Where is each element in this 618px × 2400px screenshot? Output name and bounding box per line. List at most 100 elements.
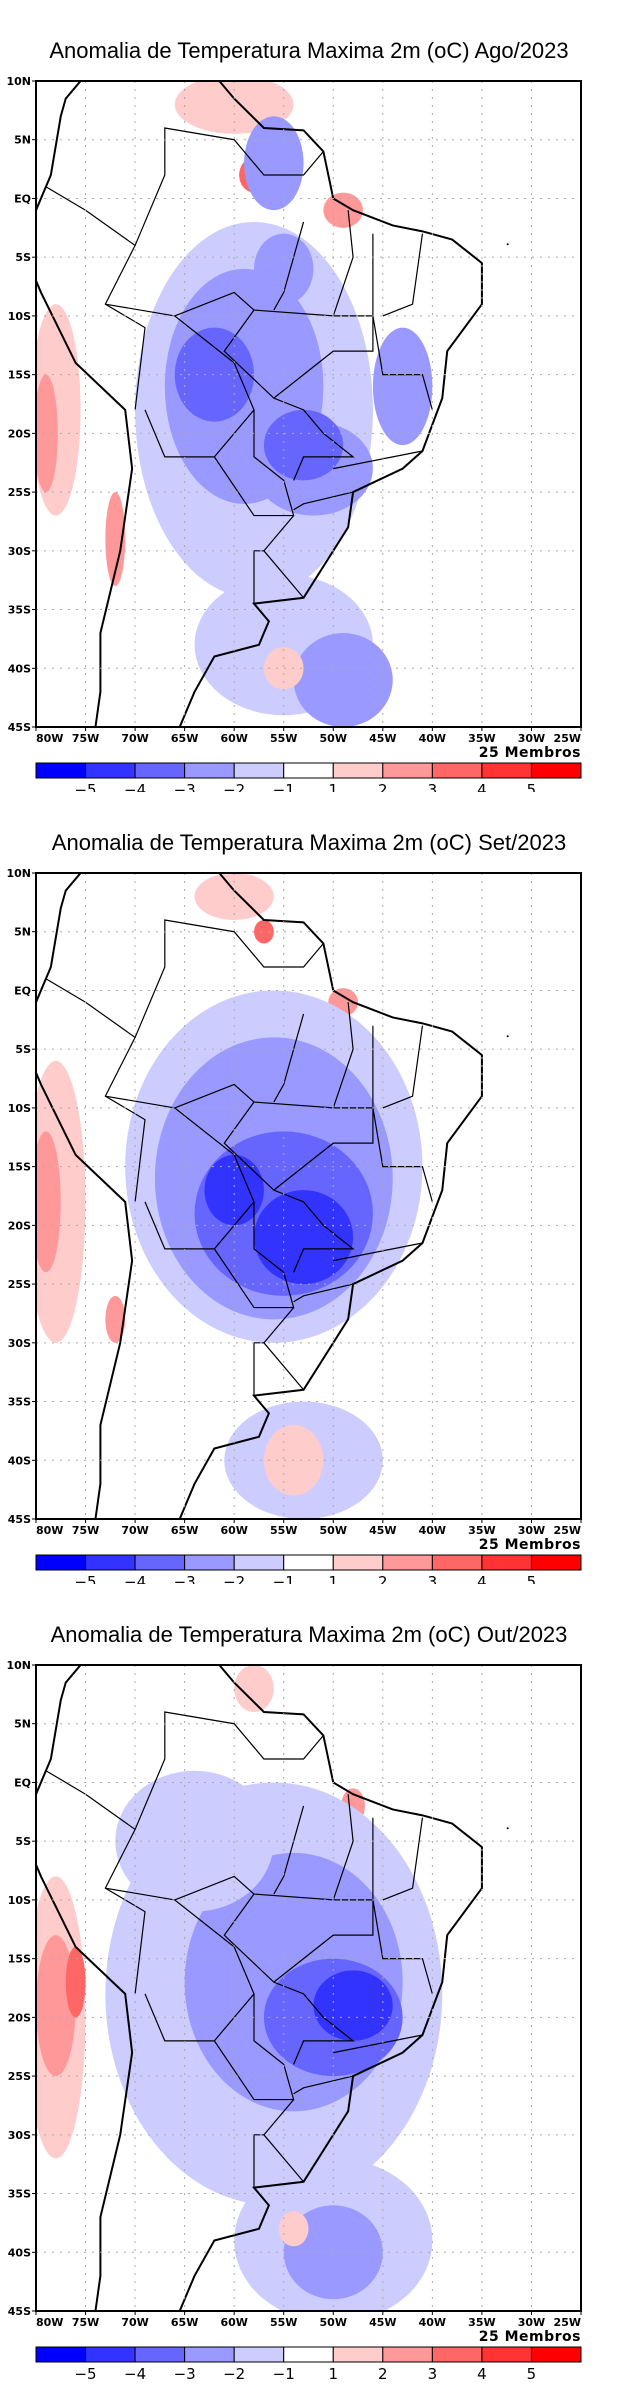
lat-tick-label: 15S	[8, 1953, 31, 1966]
colorbar-label: 4	[477, 781, 487, 792]
lon-tick-label: 45W	[369, 1524, 396, 1537]
lon-tick-label: 30W	[518, 732, 545, 745]
lon-tick-label: 25W	[554, 732, 581, 745]
anomaly-contour	[194, 873, 274, 920]
lon-tick-label: 40W	[419, 1524, 446, 1537]
lat-tick-label: 5N	[14, 134, 31, 147]
country-border	[45, 1770, 146, 1994]
country-border	[273, 221, 305, 311]
colorbar-swatch	[382, 1554, 433, 1571]
colorbar-swatch	[332, 1554, 384, 1571]
colorbar-label: 2	[378, 1573, 388, 1584]
colorbar-swatch	[481, 1554, 532, 1571]
lat-tick-label: 10S	[8, 310, 31, 323]
lat-tick-label: 40S	[8, 1454, 31, 1467]
lat-tick-label: 5S	[15, 251, 31, 264]
lon-tick-label: 25W	[554, 2316, 581, 2329]
colorbar-label: 3	[428, 2365, 438, 2383]
colorbar-swatch	[85, 762, 136, 779]
colorbar-swatch	[35, 2346, 87, 2363]
lat-tick-label: 15S	[8, 369, 31, 382]
colorbar-swatch	[431, 1554, 483, 1571]
anomaly-contour	[323, 192, 363, 228]
colorbar-swatch	[85, 1554, 136, 1571]
lat-tick-label: 45S	[8, 721, 31, 734]
country-border	[382, 233, 424, 317]
country-border	[333, 1242, 423, 1262]
lat-tick-label: 35S	[8, 604, 31, 617]
country-border	[382, 1025, 424, 1109]
lat-tick-label: 20S	[8, 2011, 31, 2024]
country-border	[253, 1342, 264, 1396]
colorbar-swatch	[382, 2346, 433, 2363]
anomaly-contour	[278, 2211, 309, 2247]
anomaly-field	[36, 1665, 483, 2311]
lat-tick-label: 5N	[14, 1718, 31, 1731]
country-border	[174, 1083, 433, 1203]
island-dot	[506, 1827, 509, 1830]
colorbar-swatch	[233, 1554, 285, 1571]
lat-tick-label: 40S	[8, 2246, 31, 2259]
anomaly-field	[36, 81, 483, 727]
lon-tick-label: 55W	[270, 732, 297, 745]
island-dot	[506, 243, 509, 246]
colorbar-label: 5	[527, 1573, 537, 1584]
colorbar-swatch	[530, 762, 582, 779]
country-border	[333, 450, 423, 470]
country-border	[293, 491, 354, 511]
coastline	[36, 81, 483, 727]
lon-tick-label: 70W	[121, 1524, 148, 1537]
lon-tick-label: 55W	[270, 2316, 297, 2329]
country-border	[174, 291, 433, 411]
colorbar-swatch	[233, 762, 285, 779]
lat-tick-label: 10N	[6, 1659, 31, 1672]
colorbar-label: 3	[428, 781, 438, 792]
anomaly-contour	[254, 919, 274, 944]
country-border	[273, 1899, 374, 1983]
country-border	[223, 1101, 355, 1273]
ensemble-members-label: 25 Membros	[478, 745, 581, 761]
lon-tick-label: 80W	[36, 1524, 63, 1537]
lon-tick-label: 60W	[220, 1524, 247, 1537]
colorbar-label: −3	[174, 2365, 196, 2383]
colorbar-label: 2	[378, 781, 388, 792]
anomaly-map: 10N 5N EQ 5S 10S 15S 20S 25S 30S 35S 40S 45S 80W 75W 7…	[6, 75, 582, 792]
lat-tick-label: 5S	[15, 1043, 31, 1056]
country-border	[293, 2075, 354, 2095]
country-border	[293, 1283, 354, 1303]
colorbar-label: −5	[74, 1573, 96, 1584]
country-border	[332, 210, 354, 317]
country-border	[273, 1805, 305, 1895]
anomaly-contour	[36, 1131, 61, 1273]
colorbar-label: −2	[223, 1573, 245, 1584]
lat-tick-label: 10S	[8, 1894, 31, 1907]
lat-tick-label: 35S	[8, 1396, 31, 1409]
anomaly-contour	[244, 116, 304, 211]
anomaly-map: 10N 5N EQ 5S 10S 15S 20S 25S 30S 35S 40S 45S 80W 75W 7…	[6, 1659, 582, 2383]
lat-tick-label: 5S	[15, 1835, 31, 1848]
lat-tick-label: 5N	[14, 926, 31, 939]
country-border	[223, 309, 355, 481]
anomaly-contour	[36, 374, 58, 493]
lon-tick-label: 35W	[468, 2316, 495, 2329]
colorbar-label: 4	[477, 1573, 487, 1584]
coastline	[36, 873, 483, 1519]
panel-title: Anomalia de Temperatura Maxima 2m (oC) S…	[51, 830, 567, 855]
country-border	[134, 127, 324, 246]
lon-tick-label: 40W	[419, 732, 446, 745]
lat-tick-label: 25S	[8, 2070, 31, 2083]
lat-tick-label: 45S	[8, 2305, 31, 2318]
colorbar-swatch	[184, 762, 235, 779]
plot-frame	[35, 80, 582, 728]
lon-tick-label: 80W	[36, 2316, 63, 2329]
lon-tick-label: 35W	[468, 732, 495, 745]
colorbar-swatch	[35, 1554, 87, 1571]
colorbar-swatch	[382, 762, 433, 779]
colorbar-label: −5	[74, 2365, 96, 2383]
lon-tick-label: 30W	[518, 1524, 545, 1537]
anomaly-contour	[253, 1190, 354, 1285]
colorbar-swatch	[134, 1554, 186, 1571]
lon-tick-label: 60W	[220, 732, 247, 745]
colorbar-swatch	[332, 2346, 384, 2363]
country-border	[213, 1201, 295, 1309]
